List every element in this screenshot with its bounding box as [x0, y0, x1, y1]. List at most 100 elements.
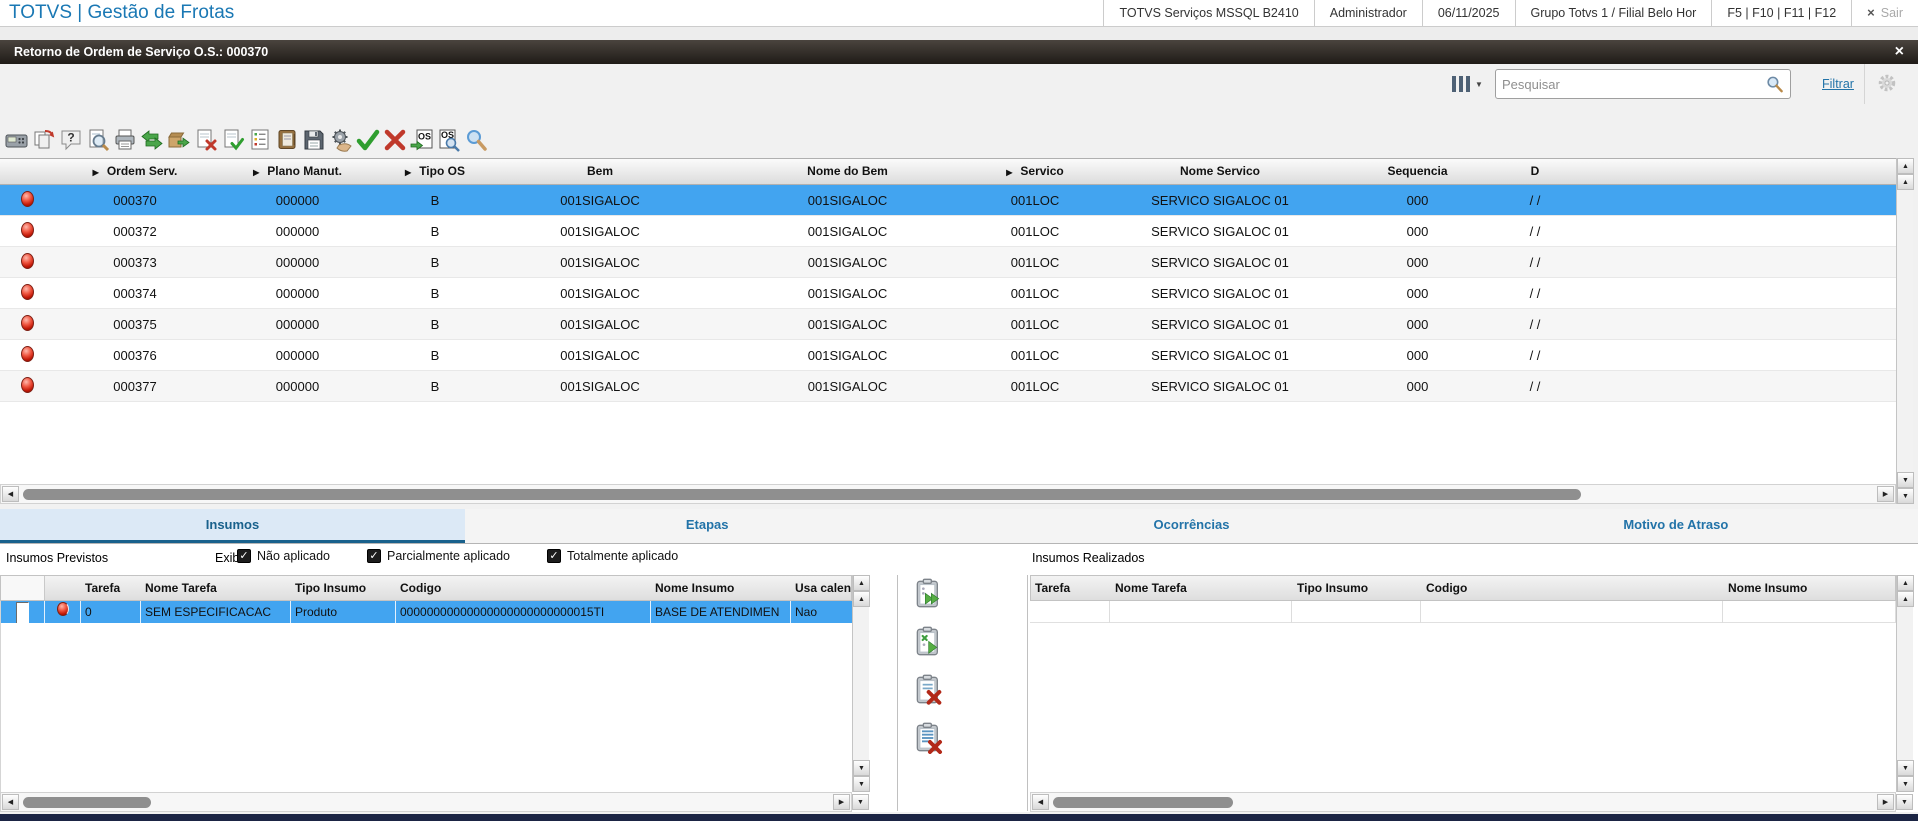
- scroll-right-button[interactable]: [1877, 794, 1894, 810]
- remove-all-insumos-button[interactable]: [912, 722, 946, 756]
- tab-insumos[interactable]: Insumos: [0, 509, 465, 543]
- scroll-right-button[interactable]: [1877, 486, 1894, 502]
- table-row[interactable]: 000370 000000 B 001SIGALOC 001SIGALOC 00…: [0, 185, 1896, 216]
- row-checkbox[interactable]: [16, 601, 29, 623]
- refresh-icon[interactable]: [139, 127, 164, 152]
- table-row[interactable]: 000375 000000 B 001SIGALOC 001SIGALOC 00…: [0, 309, 1896, 340]
- search-lens-icon[interactable]: [463, 127, 488, 152]
- cancel-icon[interactable]: [382, 127, 407, 152]
- column-header-data[interactable]: D: [1530, 164, 1540, 178]
- column-header-bem[interactable]: Bem: [586, 164, 613, 178]
- table-row[interactable]: 000373 000000 B 001SIGALOC 001SIGALOC 00…: [0, 247, 1896, 278]
- preview-document-icon[interactable]: [85, 127, 110, 152]
- column-header-tarefa[interactable]: Tarefa: [85, 581, 121, 595]
- table-row[interactable]: 000376 000000 B 001SIGALOC 001SIGALOC 00…: [0, 340, 1896, 371]
- cell-servico: 001LOC: [1010, 347, 1060, 363]
- export-package-icon[interactable]: [166, 127, 191, 152]
- column-header-sequencia[interactable]: Sequencia: [1387, 164, 1448, 178]
- save-icon[interactable]: [301, 127, 326, 152]
- hscroll-thumb[interactable]: [23, 797, 151, 808]
- scroll-top-button[interactable]: [853, 575, 870, 591]
- scroll-left-button[interactable]: [2, 794, 19, 810]
- scroll-down-button[interactable]: [853, 760, 870, 776]
- checkbox-checked-icon[interactable]: [547, 549, 561, 563]
- scroll-bottom-button[interactable]: [853, 776, 870, 792]
- scroll-right-button[interactable]: [833, 794, 850, 810]
- filter-totalmente-aplicado[interactable]: Totalmente aplicado: [547, 549, 678, 563]
- scroll-corner-button[interactable]: [1896, 794, 1913, 810]
- column-header-status[interactable]: [0, 159, 55, 184]
- scroll-left-button[interactable]: [2, 486, 19, 502]
- search-icon[interactable]: [1765, 75, 1784, 94]
- scroll-corner-button[interactable]: [852, 794, 869, 810]
- column-header-codigo[interactable]: Codigo: [1426, 581, 1468, 595]
- select-cell: [1, 601, 45, 623]
- scroll-up-button[interactable]: [1897, 591, 1914, 607]
- column-header-tipo-os[interactable]: Tipo OS: [380, 159, 490, 184]
- confirm-document-icon[interactable]: [220, 127, 245, 152]
- scroll-top-button[interactable]: [1897, 158, 1914, 174]
- configure-icon[interactable]: [328, 127, 353, 152]
- column-header-nome-tarefa[interactable]: Nome Tarefa: [145, 581, 217, 595]
- column-header-nome-do-bem[interactable]: Nome do Bem: [807, 164, 888, 178]
- table-row[interactable]: 000372 000000 B 001SIGALOC 001SIGALOC 00…: [0, 216, 1896, 247]
- search-input[interactable]: [1502, 76, 1765, 92]
- scroll-left-button[interactable]: [1032, 794, 1049, 810]
- column-header-select[interactable]: [1, 576, 45, 600]
- table-row[interactable]: 000377 000000 B 001SIGALOC 001SIGALOC 00…: [0, 371, 1896, 402]
- print-icon[interactable]: [112, 127, 137, 152]
- previstos-row[interactable]: 0 SEM ESPECIFICACAC Produto 000000000000…: [1, 601, 853, 623]
- tab-motivo-de-atraso[interactable]: Motivo de Atraso: [1623, 517, 1729, 532]
- column-header-tipo-insumo[interactable]: Tipo Insumo: [1297, 581, 1369, 595]
- tab-ocorrencias[interactable]: Ocorrências: [1153, 517, 1230, 532]
- scroll-bottom-button[interactable]: [1897, 488, 1914, 504]
- scroll-top-button[interactable]: [1897, 575, 1914, 591]
- filter-parcialmente-aplicado[interactable]: Parcialmente aplicado: [367, 549, 510, 563]
- column-header-nome-servico[interactable]: Nome Servico: [1179, 164, 1261, 178]
- checkbox-checked-icon[interactable]: [237, 549, 251, 563]
- filter-link[interactable]: Filtrar: [1822, 77, 1854, 91]
- scroll-up-button[interactable]: [1897, 174, 1914, 190]
- checklist-icon[interactable]: [247, 127, 272, 152]
- column-header-nome-tarefa[interactable]: Nome Tarefa: [1115, 581, 1187, 595]
- status-cell: [0, 190, 55, 210]
- scroll-down-button[interactable]: [1897, 472, 1914, 488]
- copy-document-icon[interactable]: [31, 127, 56, 152]
- realizados-vscrollbar: [1896, 575, 1914, 792]
- os-forward-icon[interactable]: OS: [409, 127, 434, 152]
- address-book-icon[interactable]: [274, 127, 299, 152]
- scroll-up-button[interactable]: [853, 591, 870, 607]
- discard-document-icon[interactable]: [193, 127, 218, 152]
- confirm-icon[interactable]: [355, 127, 380, 152]
- apply-insumo-partial-button[interactable]: [912, 626, 946, 660]
- column-header-servico[interactable]: Servico: [985, 159, 1085, 184]
- scroll-down-button[interactable]: [1897, 760, 1914, 776]
- realizados-empty-row[interactable]: [1030, 601, 1896, 623]
- close-icon[interactable]: ×: [1894, 43, 1904, 60]
- column-header-nome-insumo[interactable]: Nome Insumo: [1728, 581, 1808, 595]
- phone-device-icon[interactable]: [4, 127, 29, 152]
- column-header-plano-manut[interactable]: Plano Manut.: [215, 159, 380, 184]
- exit-button[interactable]: × Sair: [1851, 0, 1918, 27]
- table-row[interactable]: 000374 000000 B 001SIGALOC 001SIGALOC 00…: [0, 278, 1896, 309]
- hscroll-thumb[interactable]: [23, 489, 1581, 500]
- os-view-icon[interactable]: OS: [436, 127, 461, 152]
- gear-icon[interactable]: [1876, 72, 1898, 94]
- hscroll-thumb[interactable]: [1053, 797, 1233, 808]
- column-header-usa-calen[interactable]: Usa calen: [795, 581, 851, 595]
- filter-nao-aplicado[interactable]: Não aplicado: [237, 549, 330, 563]
- checkbox-checked-icon[interactable]: [367, 549, 381, 563]
- column-header-codigo[interactable]: Codigo: [400, 581, 442, 595]
- tab-strip: Insumos Etapas Ocorrências Motivo de Atr…: [0, 509, 1918, 544]
- column-header-status[interactable]: [45, 576, 81, 600]
- column-header-tipo-insumo[interactable]: Tipo Insumo: [295, 581, 367, 595]
- column-selector-button[interactable]: ▼: [1452, 70, 1490, 98]
- remove-insumo-button[interactable]: [912, 674, 946, 708]
- tab-etapas[interactable]: Etapas: [685, 517, 729, 532]
- help-icon[interactable]: ?: [58, 127, 83, 152]
- column-header-nome-insumo[interactable]: Nome Insumo: [655, 581, 735, 595]
- column-header-tarefa[interactable]: Tarefa: [1035, 581, 1071, 595]
- apply-insumo-button[interactable]: [912, 578, 946, 612]
- column-header-ordem-serv[interactable]: Ordem Serv.: [55, 159, 215, 184]
- scroll-bottom-button[interactable]: [1897, 776, 1914, 792]
